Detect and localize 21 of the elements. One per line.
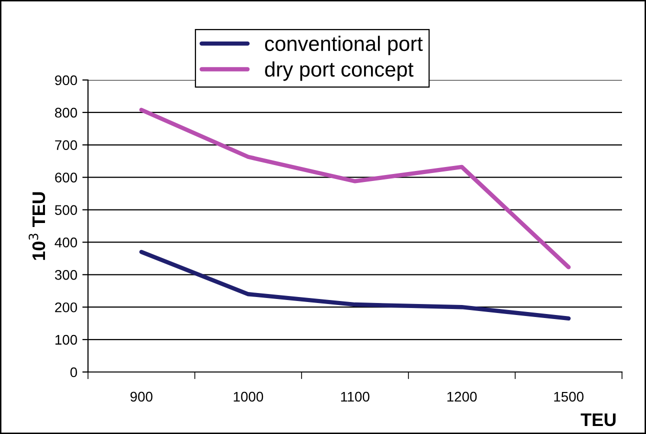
- x-tick-label: 1200: [447, 392, 477, 402]
- x-tick-label: 900: [130, 392, 152, 402]
- y-tick-label: 800: [55, 108, 78, 118]
- y-tick-label: 200: [55, 302, 78, 312]
- y-tick-label: 400: [54, 238, 78, 248]
- x-tick-label: 1000: [234, 392, 264, 402]
- x-axis-title: TEU: [580, 414, 616, 426]
- y-tick-label: 300: [54, 270, 78, 280]
- y-tick-label: 100: [55, 334, 78, 345]
- line-series: [139, 250, 571, 321]
- y-axis-title: 10$^{3}$ TEU: [28, 192, 46, 260]
- y-tick-label: 0: [70, 367, 78, 378]
- legend-label: dry port concept: [265, 61, 414, 81]
- x-tick-label: 1500: [554, 392, 584, 402]
- line-series: [139, 108, 571, 270]
- y-tick-label: 500: [54, 205, 78, 215]
- x-tick-label: 1100: [341, 392, 370, 402]
- legend-label: conventional port: [265, 36, 423, 56]
- y-tick-label: 700: [55, 140, 78, 150]
- y-tick-label: 600: [55, 172, 78, 183]
- y-tick-label: 900: [55, 75, 78, 86]
